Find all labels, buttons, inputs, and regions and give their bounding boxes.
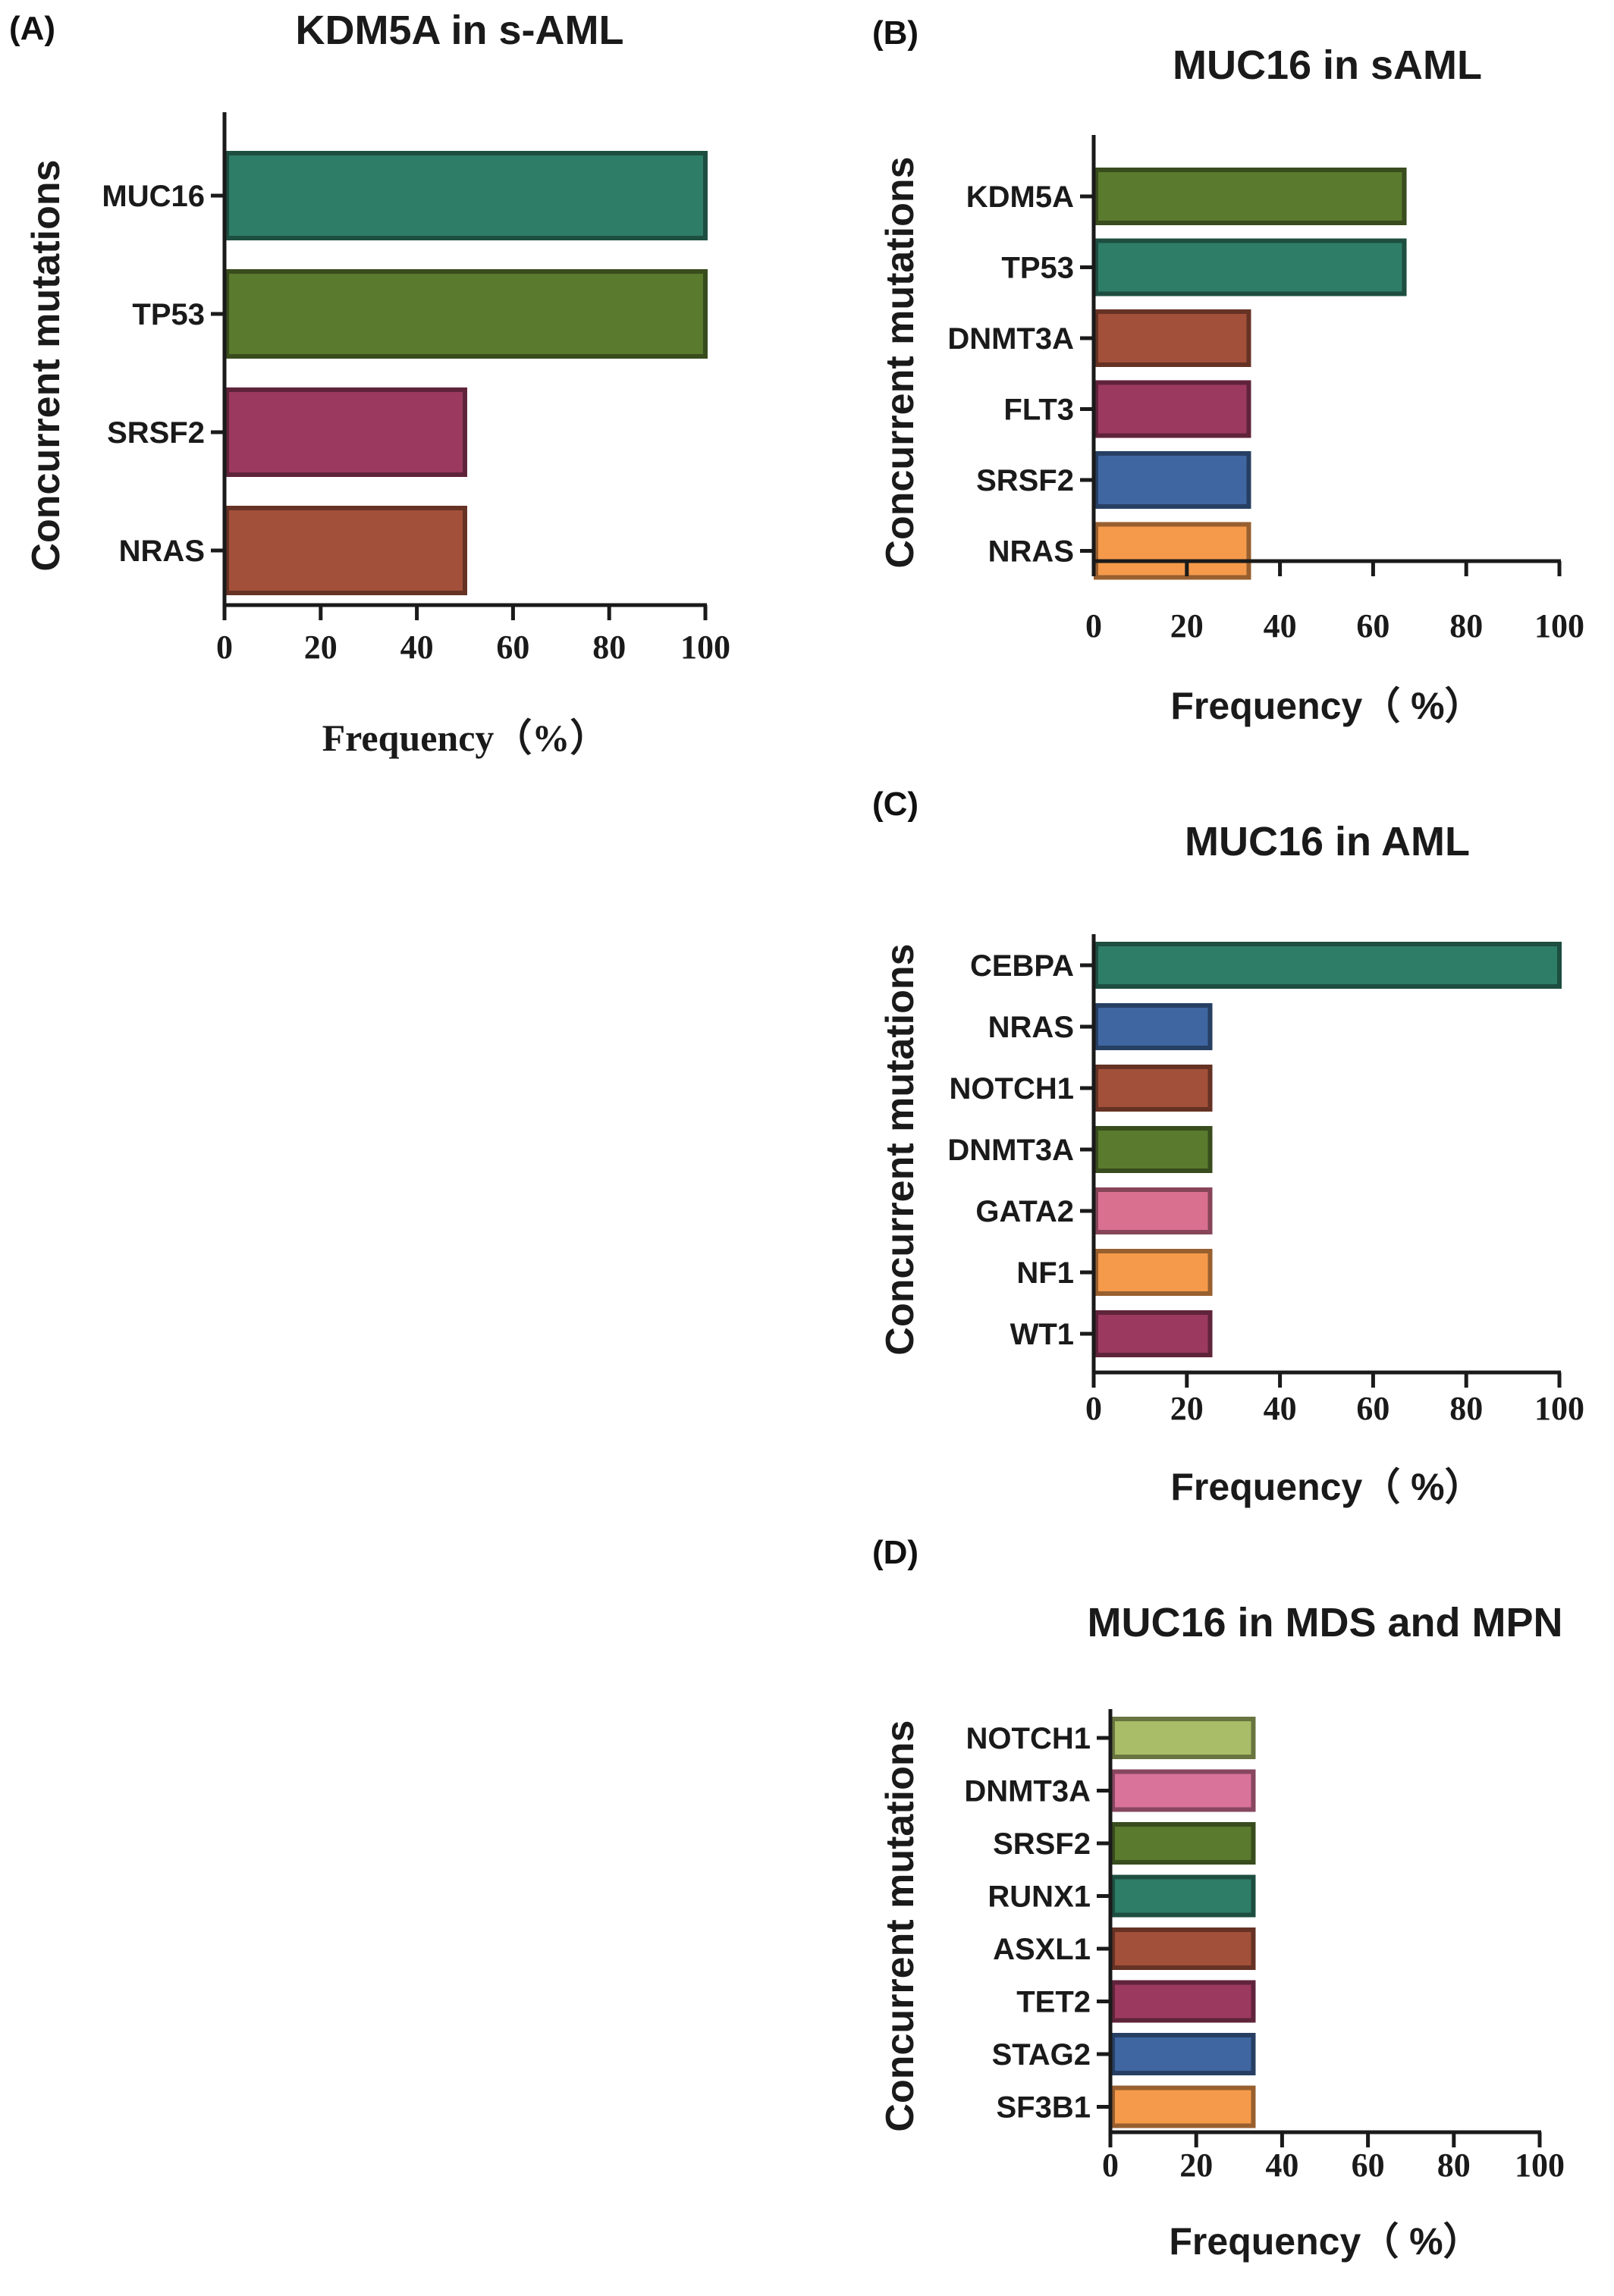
chart-panel-2: (B) MUC16 in sAML Concurrent mutations KDM5… bbox=[872, 14, 1584, 727]
x-tick-label: 100 bbox=[1515, 2147, 1565, 2184]
bar-dnmt3a bbox=[1094, 1126, 1213, 1173]
x-tick-label: 0 bbox=[1085, 607, 1102, 645]
bar-sf3b1 bbox=[1110, 2085, 1256, 2128]
bar-nras bbox=[225, 506, 467, 595]
chart-title: MUC16 in sAML bbox=[1173, 42, 1482, 88]
bar-srsf2 bbox=[1110, 1822, 1256, 1865]
x-tick-label: 80 bbox=[1437, 2147, 1471, 2184]
x-tick-label: 60 bbox=[1356, 1390, 1389, 1427]
category-label-muc16: MUC16 bbox=[102, 180, 205, 213]
category-label-dnmt3a: DNMT3A bbox=[947, 1134, 1074, 1167]
bar-dnmt3a bbox=[1094, 309, 1251, 367]
x-axis-label: Frequency（ %） bbox=[1170, 685, 1482, 727]
category-label-sf3b1: SF3B1 bbox=[997, 2091, 1091, 2125]
category-label-srsf2: SRSF2 bbox=[107, 416, 205, 450]
x-tick-label: 60 bbox=[496, 629, 529, 666]
category-label-tet2: TET2 bbox=[1016, 1986, 1091, 2019]
category-label-nras: NRAS bbox=[119, 535, 205, 568]
category-label-srsf2: SRSF2 bbox=[993, 1827, 1091, 1861]
chart-panel-3: (C) MUC16 in AML Concurrent mutations CEBPA… bbox=[872, 786, 1584, 1508]
category-label-kdm5a: KDM5A bbox=[966, 180, 1074, 214]
x-tick-label: 20 bbox=[1170, 1390, 1204, 1427]
category-label-dnmt3a: DNMT3A bbox=[964, 1775, 1091, 1808]
panel-label: (A) bbox=[9, 10, 55, 47]
bar-flt3 bbox=[1094, 380, 1251, 438]
category-label-gata2: GATA2 bbox=[975, 1195, 1074, 1228]
bar-dnmt3a bbox=[1110, 1769, 1256, 1812]
y-axis-label: Concurrent mutations bbox=[24, 159, 68, 571]
bar-wt1 bbox=[1094, 1310, 1213, 1357]
category-label-stag2: STAG2 bbox=[992, 2038, 1091, 2072]
x-axis-label: Frequency（ %） bbox=[1169, 2220, 1481, 2263]
y-axis-label: Concurrent mutations bbox=[878, 156, 922, 568]
x-tick-label: 40 bbox=[1264, 607, 1297, 645]
x-tick-label: 20 bbox=[1179, 2147, 1213, 2184]
bar-nras bbox=[1094, 522, 1251, 580]
category-label-asxl1: ASXL1 bbox=[993, 1933, 1091, 1966]
y-axis-label: Concurrent mutations bbox=[878, 943, 922, 1355]
category-label-nf1: NF1 bbox=[1016, 1256, 1074, 1290]
bar-muc16 bbox=[225, 151, 708, 240]
x-tick-label: 20 bbox=[1170, 607, 1204, 645]
x-tick-label: 60 bbox=[1352, 2147, 1385, 2184]
chart-title: MUC16 in AML bbox=[1185, 819, 1470, 864]
x-tick-label: 100 bbox=[1534, 607, 1584, 645]
category-label-tp53: TP53 bbox=[132, 298, 205, 331]
panel-label: (C) bbox=[872, 786, 918, 823]
category-label-flt3: FLT3 bbox=[1003, 394, 1074, 427]
category-label-nras: NRAS bbox=[988, 535, 1074, 569]
x-tick-label: 100 bbox=[680, 629, 730, 666]
x-tick-label: 40 bbox=[400, 629, 434, 666]
x-tick-label: 80 bbox=[592, 629, 626, 666]
x-axis-label: Frequency（ %） bbox=[1170, 1466, 1482, 1508]
category-label-wt1: WT1 bbox=[1010, 1318, 1074, 1351]
category-label-runx1: RUNX1 bbox=[988, 1880, 1091, 1914]
bar-stag2 bbox=[1110, 2033, 1256, 2075]
bar-cebpa bbox=[1094, 942, 1562, 989]
chart-panel-4: (D) MUC16 in MDS and MPN Concurrent mutati… bbox=[872, 1534, 1565, 2263]
x-tick-label: 0 bbox=[1102, 2147, 1119, 2184]
bar-tp53 bbox=[1094, 238, 1407, 296]
bar-runx1 bbox=[1110, 1874, 1256, 1918]
x-tick-label: 60 bbox=[1356, 607, 1389, 645]
x-tick-label: 40 bbox=[1264, 1390, 1297, 1427]
bar-tet2 bbox=[1110, 1980, 1256, 2023]
x-tick-label: 0 bbox=[216, 629, 233, 666]
category-label-srsf2: SRSF2 bbox=[976, 464, 1074, 497]
bar-notch1 bbox=[1110, 1717, 1256, 1759]
bar-srsf2 bbox=[1094, 451, 1251, 509]
x-tick-label: 20 bbox=[304, 629, 338, 666]
chart-title: MUC16 in MDS and MPN bbox=[1087, 1600, 1562, 1645]
category-label-notch1: NOTCH1 bbox=[950, 1072, 1074, 1106]
x-tick-label: 80 bbox=[1449, 1390, 1483, 1427]
panel-label: (B) bbox=[872, 14, 918, 52]
chart-title: KDM5A in s-AML bbox=[296, 8, 624, 53]
bar-nf1 bbox=[1094, 1249, 1213, 1296]
x-axis-label: Frequency（%） bbox=[322, 717, 608, 759]
y-axis-label: Concurrent mutations bbox=[878, 1720, 922, 2131]
x-tick-label: 0 bbox=[1085, 1390, 1102, 1427]
bar-notch1 bbox=[1094, 1065, 1213, 1112]
category-label-nras: NRAS bbox=[988, 1011, 1074, 1044]
category-label-tp53: TP53 bbox=[1001, 252, 1074, 285]
x-tick-label: 80 bbox=[1449, 607, 1483, 645]
bar-srsf2 bbox=[225, 387, 467, 477]
x-tick-label: 40 bbox=[1265, 2147, 1298, 2184]
x-tick-label: 100 bbox=[1534, 1390, 1584, 1427]
panel-label: (D) bbox=[872, 1534, 918, 1571]
bar-asxl1 bbox=[1110, 1927, 1256, 1970]
chart-panel-1: (A) KDM5A in s-AML Concurrent mutations MUC… bbox=[9, 8, 730, 759]
category-label-cebpa: CEBPA bbox=[970, 949, 1074, 983]
category-label-notch1: NOTCH1 bbox=[966, 1722, 1091, 1755]
bar-tp53 bbox=[225, 269, 708, 359]
bar-gata2 bbox=[1094, 1187, 1213, 1234]
bar-kdm5a bbox=[1094, 168, 1407, 225]
category-label-dnmt3a: DNMT3A bbox=[947, 322, 1074, 356]
bar-nras bbox=[1094, 1003, 1213, 1050]
